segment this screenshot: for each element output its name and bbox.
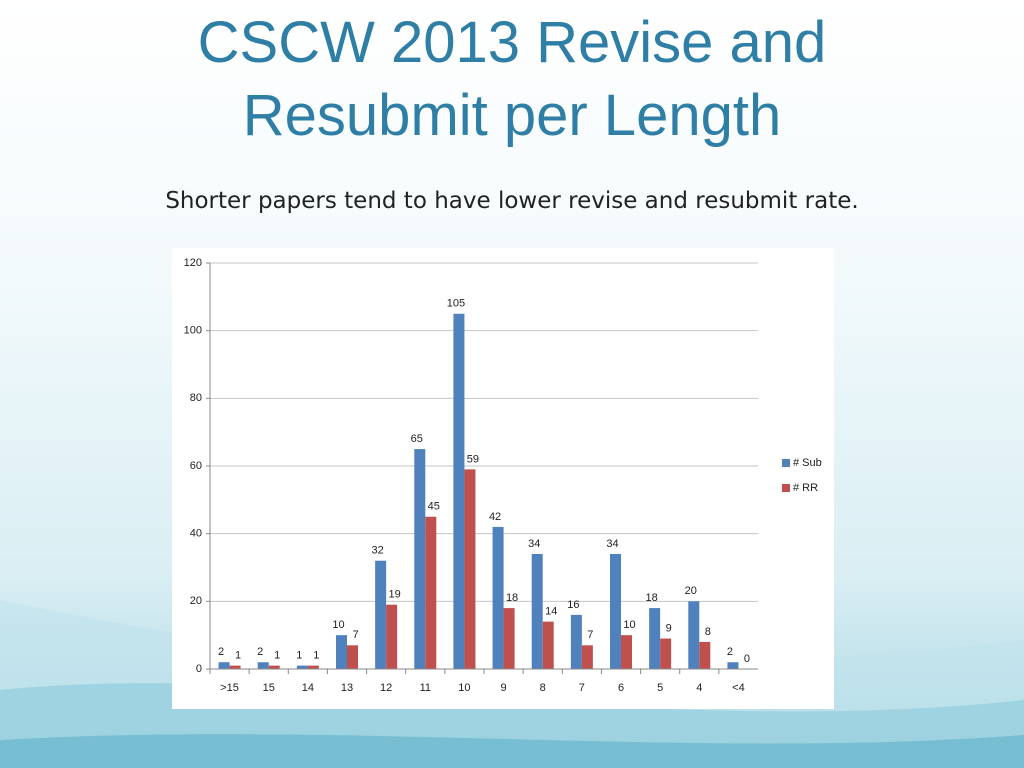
x-tick-label: 7 <box>579 682 585 694</box>
bar <box>347 645 358 669</box>
y-tick-label: 40 <box>190 528 202 540</box>
bar <box>688 601 700 669</box>
data-label: 16 <box>567 599 579 611</box>
bar <box>581 645 593 669</box>
bar <box>542 621 554 669</box>
slide-title: CSCW 2013 Revise and Resubmit per Length <box>197 10 827 148</box>
bar <box>268 665 280 669</box>
bar <box>296 665 308 669</box>
data-label: 0 <box>744 653 750 665</box>
data-label: 2 <box>218 646 224 658</box>
data-label: 14 <box>545 606 557 618</box>
data-label: 19 <box>389 589 401 601</box>
y-tick-label: 100 <box>184 325 202 337</box>
bar <box>336 635 347 669</box>
data-label: 42 <box>489 511 501 523</box>
data-label: 45 <box>428 501 440 513</box>
bar <box>610 553 621 669</box>
data-label: 20 <box>685 585 697 597</box>
data-label: 34 <box>606 538 618 550</box>
x-tick-label: 15 <box>263 682 275 694</box>
data-label: 32 <box>372 545 384 557</box>
x-tick-label: 9 <box>501 682 507 694</box>
legend-swatch <box>782 459 790 467</box>
x-tick-label: <4 <box>732 682 745 694</box>
data-label: 34 <box>528 538 540 550</box>
bar <box>531 553 543 669</box>
legend-label: # Sub <box>793 457 822 469</box>
bar <box>492 526 504 669</box>
data-label: 9 <box>666 622 672 634</box>
bar <box>727 662 739 669</box>
y-tick-label: 20 <box>190 595 202 607</box>
bar <box>464 469 476 669</box>
y-tick-label: 0 <box>196 663 202 675</box>
bar <box>660 638 672 669</box>
bar <box>229 665 241 669</box>
data-label: 18 <box>646 592 658 604</box>
y-tick-label: 60 <box>190 460 202 472</box>
bar <box>375 560 387 669</box>
bar <box>386 604 398 669</box>
bar <box>503 608 515 669</box>
bar <box>621 635 632 669</box>
data-label: 10 <box>332 619 344 631</box>
data-label: 7 <box>352 629 358 641</box>
x-tick-label: 8 <box>540 682 546 694</box>
x-tick-label: 12 <box>380 682 392 694</box>
data-label: 1 <box>296 650 302 662</box>
bar <box>257 662 269 669</box>
data-label: 18 <box>506 592 518 604</box>
data-label: 59 <box>467 453 479 465</box>
bar <box>570 614 582 669</box>
legend-swatch <box>782 484 790 492</box>
x-tick-label: 14 <box>302 682 314 694</box>
bar <box>414 449 426 669</box>
bar <box>425 516 437 669</box>
data-label: 1 <box>313 650 319 662</box>
x-tick-label: 13 <box>341 682 353 694</box>
data-label: 10 <box>623 619 635 631</box>
x-tick-label: >15 <box>220 682 239 694</box>
data-label: 1 <box>235 650 241 662</box>
bar <box>453 313 465 669</box>
x-tick-label: 4 <box>696 682 702 694</box>
data-label: 2 <box>257 646 263 658</box>
x-tick-label: 11 <box>420 682 431 694</box>
data-label: 7 <box>587 629 593 641</box>
data-label: 8 <box>705 626 711 638</box>
bar <box>307 665 319 669</box>
y-tick-label: 80 <box>190 392 202 404</box>
y-tick-label: 120 <box>184 257 202 269</box>
slide-subtitle: Shorter papers tend to have lower revise… <box>165 188 859 214</box>
bar <box>649 608 661 669</box>
x-tick-label: 6 <box>618 682 624 694</box>
data-label: 1 <box>274 650 280 662</box>
bar <box>699 641 711 669</box>
legend-label: # RR <box>793 482 818 494</box>
bar <box>218 662 230 669</box>
x-tick-label: 5 <box>657 682 663 694</box>
x-tick-label: 10 <box>458 682 470 694</box>
data-label: 105 <box>447 298 465 310</box>
data-label: 65 <box>411 433 423 445</box>
data-label: 2 <box>727 646 733 658</box>
